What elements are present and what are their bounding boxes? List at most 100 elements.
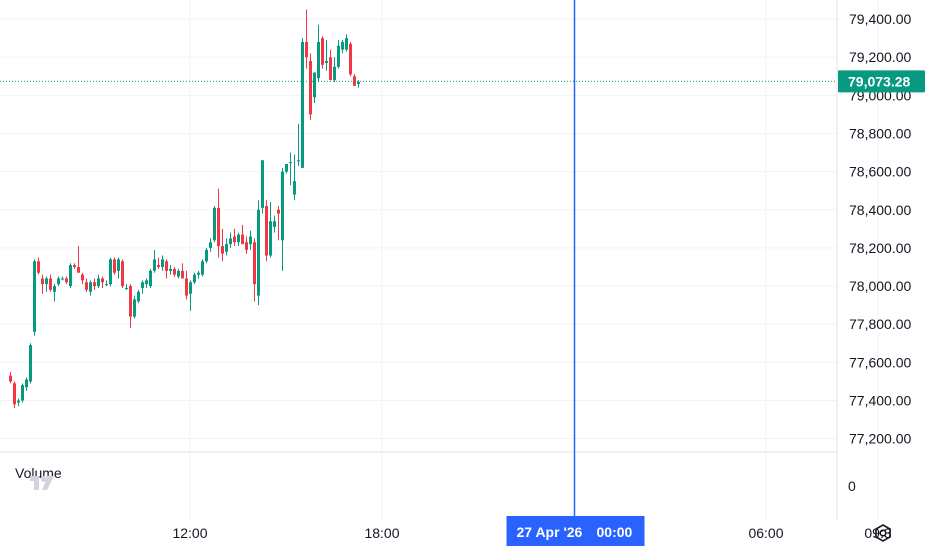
candle <box>301 38 304 168</box>
candle <box>189 280 192 311</box>
candle <box>121 259 124 288</box>
candle <box>185 270 188 300</box>
candle <box>257 200 260 306</box>
candle <box>269 202 272 258</box>
price-axis[interactable]: 79,400.0079,200.0079,000.0078,800.0078,6… <box>849 11 911 447</box>
candle-body <box>213 207 216 241</box>
candle <box>333 57 336 83</box>
price-tick-label: 77,600.00 <box>849 354 911 370</box>
candle <box>277 205 280 241</box>
candle <box>157 257 160 269</box>
candle <box>217 188 220 258</box>
candle <box>129 284 132 329</box>
candle-body <box>237 234 240 243</box>
candle-body <box>133 299 136 317</box>
candle-body <box>145 280 148 285</box>
candle <box>81 272 84 285</box>
candle-body <box>37 261 40 273</box>
crosshair-time: 00:00 <box>597 524 633 540</box>
candle <box>57 276 60 287</box>
candle <box>293 154 296 201</box>
candle-body <box>13 383 16 405</box>
candle <box>241 225 244 245</box>
candle <box>113 257 116 275</box>
price-tick-label: 77,800.00 <box>849 316 911 332</box>
time-tick-label: 06:00 <box>748 525 783 541</box>
candle <box>253 238 256 302</box>
candle-body <box>57 278 60 285</box>
candle <box>153 249 156 273</box>
candle <box>349 41 352 77</box>
candle-body <box>129 286 132 317</box>
candle <box>213 205 216 243</box>
candle <box>353 74 356 86</box>
candle-body <box>97 278 100 287</box>
candle-body <box>221 246 224 254</box>
candle <box>117 257 120 279</box>
candle-body <box>273 221 276 227</box>
candle-body <box>125 287 128 289</box>
candle <box>61 276 64 281</box>
candle-body <box>157 265 160 268</box>
time-tick-label: 18:00 <box>364 525 399 541</box>
candle <box>297 123 300 166</box>
candle <box>265 200 268 262</box>
crosshair-date: 27 Apr '26 <box>517 524 583 540</box>
settings-gear-icon[interactable] <box>875 524 891 542</box>
candle-body <box>289 162 292 164</box>
candle-body <box>177 270 180 277</box>
candle-body <box>109 259 112 285</box>
candle-body <box>149 270 152 287</box>
candle <box>337 40 340 69</box>
candle-body <box>81 274 84 281</box>
candle <box>181 263 184 279</box>
candle <box>345 34 348 52</box>
candle <box>45 276 48 292</box>
candle <box>141 280 144 294</box>
candle-body <box>293 181 296 195</box>
candle <box>125 284 128 290</box>
candle <box>109 257 112 287</box>
candle <box>177 268 180 279</box>
candle <box>37 257 40 275</box>
candle <box>273 215 276 233</box>
candle-body <box>173 268 176 275</box>
candle-body <box>121 261 124 287</box>
candle-body <box>301 41 304 168</box>
candle-body <box>201 261 204 275</box>
candle-body <box>345 38 348 50</box>
candle-body <box>305 41 308 58</box>
candle-body <box>113 259 116 273</box>
candle-body <box>321 38 324 65</box>
candle <box>341 40 344 54</box>
candle <box>97 274 100 288</box>
candle-body <box>309 61 312 115</box>
time-axis[interactable]: 12:00 18:00 06:00 09:3 <box>172 525 891 541</box>
candle <box>33 259 36 336</box>
candle-body <box>317 41 320 79</box>
candle-body <box>101 278 104 283</box>
candle-body <box>117 259 120 271</box>
candle-body <box>185 278 188 296</box>
candle-body <box>41 278 44 285</box>
price-tick-label: 78,400.00 <box>849 202 911 218</box>
candle <box>313 72 316 103</box>
candle-body <box>277 209 280 214</box>
price-tick-label: 79,200.00 <box>849 49 911 65</box>
candle-body <box>65 278 68 283</box>
candle <box>317 24 320 83</box>
candle <box>41 274 44 294</box>
current-price-value: 79,073.28 <box>848 73 910 89</box>
candle-body <box>337 45 340 67</box>
candle-body <box>169 268 172 271</box>
candle-body <box>153 259 156 271</box>
candle-body <box>45 278 48 285</box>
price-tick-label: 78,800.00 <box>849 126 911 142</box>
candle <box>85 278 88 292</box>
candle-body <box>25 379 28 388</box>
candle <box>309 53 312 121</box>
candle-body <box>261 160 264 208</box>
candle <box>145 278 148 288</box>
candle <box>209 238 212 252</box>
